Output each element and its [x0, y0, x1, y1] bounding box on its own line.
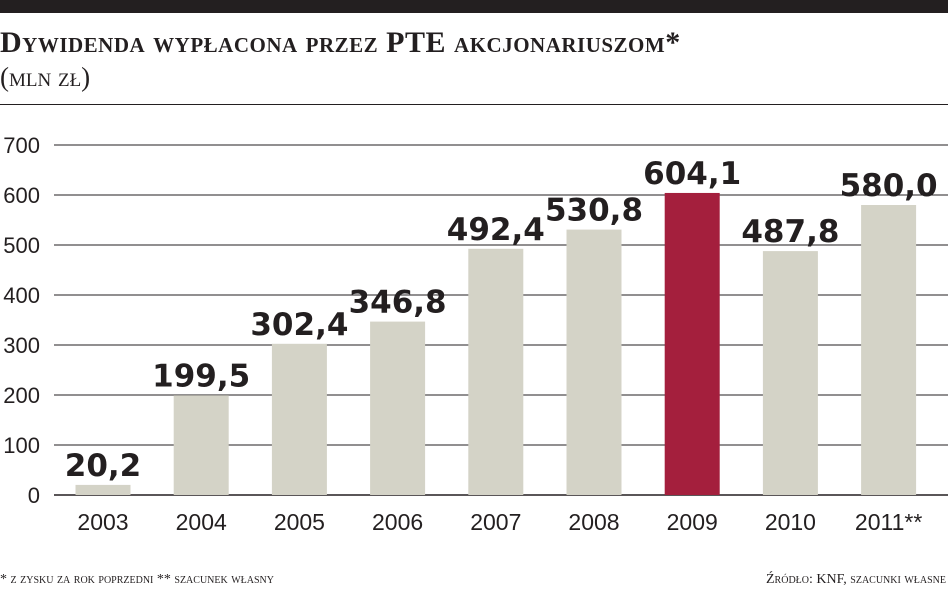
y-tick-label: 200: [3, 383, 40, 408]
value-label: 199,5: [152, 358, 250, 394]
bar-2005: [271, 343, 327, 495]
value-label: 604,1: [643, 156, 741, 192]
x-tick-label: 2010: [765, 509, 816, 535]
bar-2006: [370, 321, 426, 495]
top-bar: [0, 0, 948, 13]
bar-2010: [762, 251, 818, 495]
value-label: 580,0: [840, 168, 938, 204]
bar-2007: [468, 248, 524, 495]
x-tick-label: 2007: [470, 509, 521, 535]
x-tick-label: 2005: [274, 509, 325, 535]
x-tick-label: 2008: [568, 509, 619, 535]
source-note: Źródło: KNF, szacunki własne: [766, 572, 946, 587]
value-label: 492,4: [447, 212, 545, 248]
value-label: 20,2: [65, 448, 142, 484]
chart-title: Dywidenda wypłacona przez PTE akcjonariu…: [0, 26, 681, 59]
chart-subtitle: (mln zł): [0, 62, 91, 92]
x-tick-label: 2003: [77, 509, 128, 535]
x-tick-label: 2006: [372, 509, 423, 535]
y-tick-label: 300: [3, 333, 40, 358]
x-tick-label: 2011**: [855, 509, 922, 535]
y-tick-label: 700: [3, 133, 40, 158]
footnote: * z zysku za rok poprzedni ** szacunek w…: [0, 572, 274, 587]
bar-2004: [173, 395, 229, 495]
y-tick-label: 400: [3, 283, 40, 308]
x-tick-label: 2004: [176, 509, 227, 535]
y-tick-label: 600: [3, 183, 40, 208]
y-tick-label: 100: [3, 433, 40, 458]
value-label: 302,4: [250, 307, 348, 343]
bar-chart: 0 100 200 300 400 500 600 700 20,2 199,5302,4346…: [3, 133, 948, 535]
x-tick-label: 2009: [667, 509, 718, 535]
bar-2003: [75, 484, 131, 495]
value-label: 530,8: [545, 193, 643, 229]
value-label: 346,8: [349, 285, 447, 321]
title-divider: [0, 104, 948, 105]
bars: [75, 192, 917, 495]
bar-2011: [861, 205, 917, 495]
y-axis-ticks: 0 100 200 300 400 500 600 700: [3, 133, 40, 508]
bar-2009: [664, 192, 720, 495]
y-tick-label: 0: [28, 483, 40, 508]
x-axis-ticks: 2003 2004 2005 2006 2007 2008 2009 2010 2011**: [77, 509, 922, 535]
bar-2008: [566, 229, 622, 495]
value-label: 487,8: [741, 214, 839, 250]
y-tick-label: 500: [3, 233, 40, 258]
